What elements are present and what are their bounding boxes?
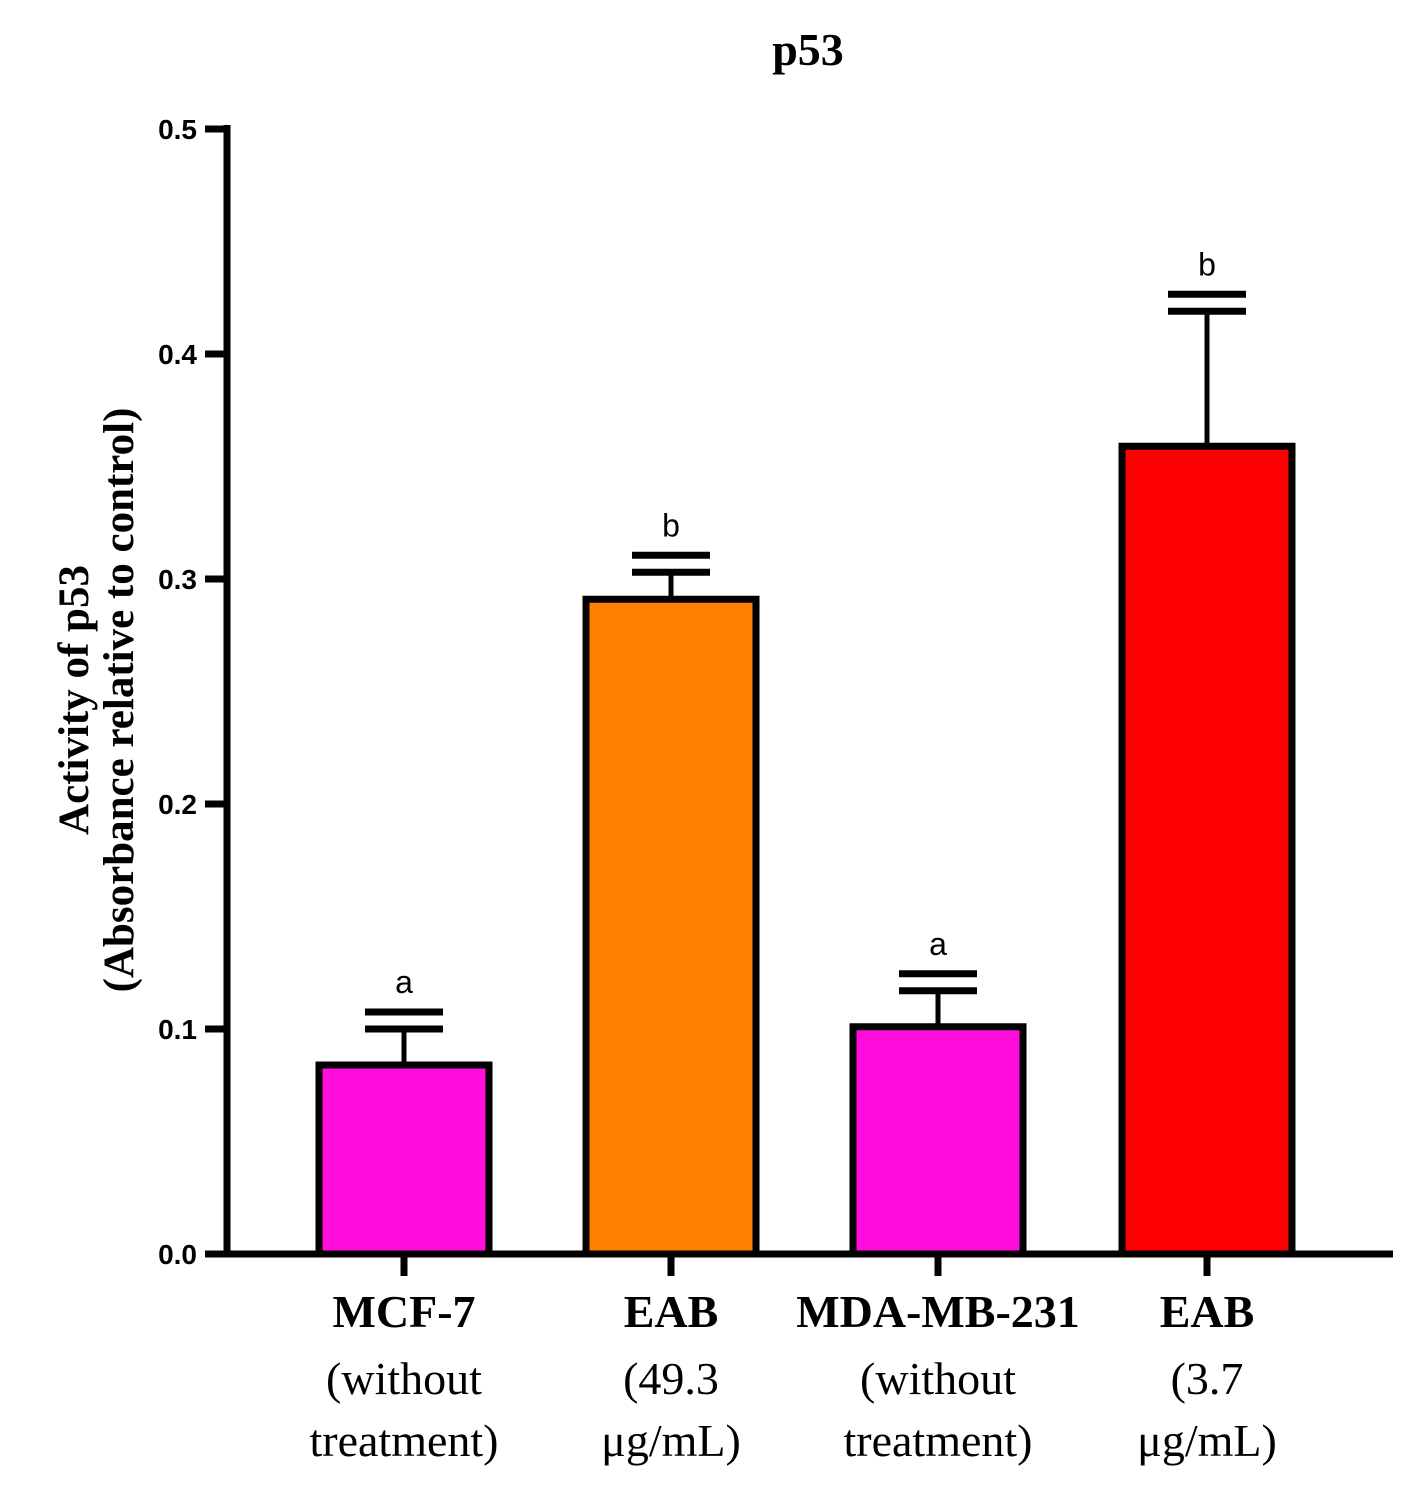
bar [849, 1023, 1027, 1258]
y-tick-label: 0.1 [158, 1014, 197, 1045]
y-tick-label: 0.3 [158, 564, 197, 595]
x-category-label: EAB [624, 1286, 719, 1337]
y-axis-ticks: 0.0 0.1 0.2 0.3 0.4 0.5 [158, 114, 227, 1270]
significance-letter: a [929, 926, 947, 962]
x-sublabel-line2: μg/mL) [1137, 1415, 1277, 1466]
x-sublabel-line1: (3.7 [1171, 1353, 1244, 1404]
bar [582, 595, 760, 1258]
x-sublabel-line1: (without [326, 1353, 482, 1404]
x-category-label: EAB [1160, 1286, 1255, 1337]
bar [1118, 442, 1296, 1258]
x-sublabel-line2: treatment) [309, 1415, 498, 1466]
significance-letter: a [395, 964, 413, 1000]
x-sublabel-line1: (49.3 [623, 1353, 719, 1404]
y-tick-label: 0.2 [158, 789, 197, 820]
x-sublabel-line2: treatment) [843, 1415, 1032, 1466]
chart-title: p53 [772, 24, 844, 75]
x-category-label: MDA-MB-231 [796, 1286, 1080, 1337]
x-axis-labels: MCF-7 (without treatment) EAB (49.3 μg/mL) MDA… [309, 1254, 1277, 1466]
y-tick-label: 0.4 [158, 339, 197, 370]
y-axis-label-line1: Activity of p53 [51, 565, 98, 835]
significance-letter: b [662, 507, 680, 543]
x-sublabel-line2: μg/mL) [601, 1415, 741, 1466]
y-tick-label: 0.5 [158, 114, 197, 145]
significance-letter: b [1198, 246, 1216, 282]
x-category-label: MCF-7 [332, 1286, 475, 1337]
y-tick-label: 0.0 [158, 1239, 197, 1270]
bar [315, 1061, 493, 1258]
bars-layer: a b a b [315, 246, 1296, 1258]
y-axis-label-line2: (Absorbance relative to control) [96, 408, 143, 993]
x-sublabel-line1: (without [860, 1353, 1016, 1404]
